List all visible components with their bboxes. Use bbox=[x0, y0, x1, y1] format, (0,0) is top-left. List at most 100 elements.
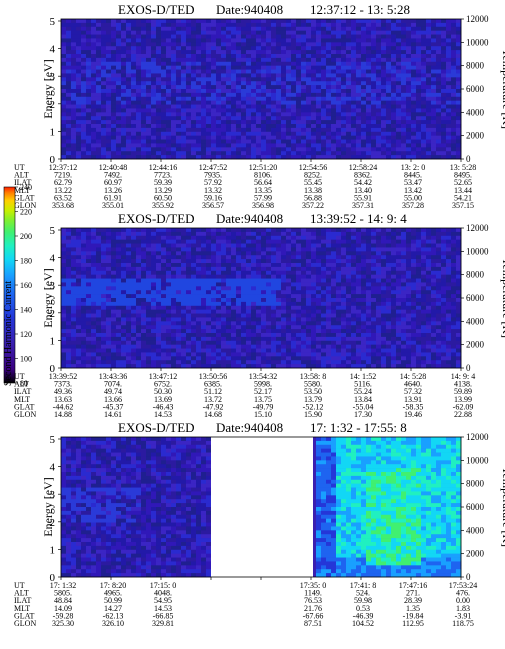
y-tick-label: 3 bbox=[50, 489, 56, 501]
y2-tick-label: 4000 bbox=[466, 316, 485, 326]
y-tick-label: 2 bbox=[50, 517, 56, 529]
table-cell: 325.30 bbox=[52, 619, 74, 628]
table-cell: 13.66 bbox=[104, 395, 122, 404]
table-cell: 355.92 bbox=[152, 201, 174, 210]
table-cell: -3.91 bbox=[455, 611, 472, 620]
table-cell: 355.01 bbox=[102, 201, 124, 210]
table-cell: 17:15: 0 bbox=[150, 581, 176, 590]
table-row-label: ALT bbox=[14, 380, 29, 389]
y2-tick-label: 8000 bbox=[466, 270, 485, 280]
table-cell: 52.65 bbox=[454, 178, 472, 187]
table-row-label: GLAT bbox=[14, 402, 35, 411]
colorbar-label: Second Harmonic Current bbox=[3, 281, 14, 386]
table-cell: 13.72 bbox=[204, 395, 222, 404]
table-cell: -55.04 bbox=[353, 402, 374, 411]
table-cell: 56.88 bbox=[304, 193, 322, 202]
table-cell: 12:44:16 bbox=[149, 163, 177, 172]
table-cell: 87.51 bbox=[304, 619, 322, 628]
y2-axis-label: Temperature [K] bbox=[500, 467, 505, 547]
table-cell: 53.47 bbox=[404, 178, 422, 187]
colorbar-tick-label: 180 bbox=[20, 257, 32, 266]
colorbar-tick-label: 240 bbox=[20, 183, 32, 192]
table-cell: 112.95 bbox=[402, 619, 424, 628]
table-cell: 13:39:52 bbox=[49, 372, 77, 381]
table-cell: 14: 9: 4 bbox=[451, 372, 475, 381]
table-cell: 1.35 bbox=[406, 604, 420, 613]
table-cell: 356.57 bbox=[202, 201, 224, 210]
table-cell: -59.28 bbox=[53, 611, 74, 620]
table-cell: 12:37:12 bbox=[49, 163, 77, 172]
table-cell: 55.00 bbox=[404, 193, 422, 202]
panel-time-range: 13:39:52 - 14: 9: 4 bbox=[310, 211, 407, 226]
table-cell: 49.74 bbox=[104, 387, 122, 396]
heatmap bbox=[61, 437, 462, 578]
table-cell: 14.88 bbox=[54, 410, 72, 419]
table-cell: 13.35 bbox=[254, 186, 272, 195]
table-cell: 59.89 bbox=[454, 387, 472, 396]
table-cell: 76.53 bbox=[304, 596, 322, 605]
table-cell: 1.83 bbox=[456, 604, 470, 613]
table-cell: 17: 1:32 bbox=[50, 581, 76, 590]
table-cell: 13.79 bbox=[304, 395, 322, 404]
y2-tick-label: 4000 bbox=[466, 107, 485, 117]
table-cell: 326.10 bbox=[102, 619, 124, 628]
table-cell: 5116. bbox=[354, 380, 372, 389]
colorbar-tick-label: 160 bbox=[20, 281, 32, 290]
table-cell: 4965. bbox=[104, 589, 122, 598]
table-cell: 13.91 bbox=[404, 395, 422, 404]
table-cell: 14.61 bbox=[104, 410, 122, 419]
table-cell: 8106. bbox=[254, 171, 272, 180]
y-tick-label: 5 bbox=[50, 225, 56, 237]
y2-tick-label: 2000 bbox=[466, 549, 485, 559]
table-cell: 61.91 bbox=[104, 193, 122, 202]
table-cell: 118.75 bbox=[452, 619, 474, 628]
table-cell: 55.91 bbox=[354, 193, 372, 202]
table-cell: 12:51:20 bbox=[249, 163, 277, 172]
table-cell: -46.43 bbox=[153, 402, 174, 411]
table-cell: 60.97 bbox=[104, 178, 122, 187]
table-cell: 4048. bbox=[154, 589, 172, 598]
table-cell: 8445. bbox=[404, 171, 422, 180]
table-cell: 4138. bbox=[454, 380, 472, 389]
table-cell: -47.92 bbox=[203, 402, 224, 411]
table-cell: 5580. bbox=[304, 380, 322, 389]
table-cell: 13: 5:28 bbox=[450, 163, 476, 172]
panel-date: Date:940408 bbox=[216, 211, 283, 226]
table-cell: -62.13 bbox=[103, 611, 124, 620]
table-cell: 13.75 bbox=[254, 395, 272, 404]
table-cell: 57.92 bbox=[204, 178, 222, 187]
y2-tick-label: 0 bbox=[466, 572, 471, 582]
table-cell: 54.95 bbox=[154, 596, 172, 605]
y2-tick-label: 12000 bbox=[466, 223, 489, 233]
table-cell: 7074. bbox=[104, 380, 122, 389]
y2-tick-label: 6000 bbox=[466, 502, 485, 512]
table-cell: 17:41: 8 bbox=[350, 581, 376, 590]
heatmap bbox=[61, 19, 462, 160]
table-cell: 62.79 bbox=[54, 178, 72, 187]
table-cell: 63.52 bbox=[54, 193, 72, 202]
panel-date: Date:940408 bbox=[216, 2, 283, 17]
table-row-label: GLON bbox=[14, 619, 36, 628]
table-cell: 52.17 bbox=[254, 387, 272, 396]
table-cell: 13.99 bbox=[454, 395, 472, 404]
panel-1: EXOS-D/TED Date:940408 12:37:12 - 13: 5:28… bbox=[14, 2, 505, 210]
table-row-label: UT bbox=[14, 372, 25, 381]
table-cell: 50.30 bbox=[154, 387, 172, 396]
table-cell: 14.53 bbox=[154, 410, 172, 419]
colorbar-tick-label: 220 bbox=[20, 208, 32, 217]
table-cell: 1149. bbox=[304, 589, 322, 598]
table-cell: 12:54:56 bbox=[299, 163, 327, 172]
table-cell: -67.66 bbox=[303, 611, 324, 620]
panel-3: EXOS-D/TED Date:940408 17: 1:32 - 17:55: 8… bbox=[14, 420, 505, 628]
table-row-label: GLAT bbox=[14, 193, 35, 202]
table-cell: 8362. bbox=[354, 171, 372, 180]
table-cell: 17:47:16 bbox=[399, 581, 427, 590]
y2-tick-label: 0 bbox=[466, 154, 471, 164]
table-cell: 476. bbox=[456, 589, 470, 598]
table-cell: -49.79 bbox=[253, 402, 274, 411]
y2-tick-label: 10000 bbox=[466, 455, 489, 465]
y2-tick-label: 8000 bbox=[466, 61, 485, 71]
colorbar-tick-label: 140 bbox=[20, 306, 32, 315]
table-cell: 357.31 bbox=[352, 201, 374, 210]
